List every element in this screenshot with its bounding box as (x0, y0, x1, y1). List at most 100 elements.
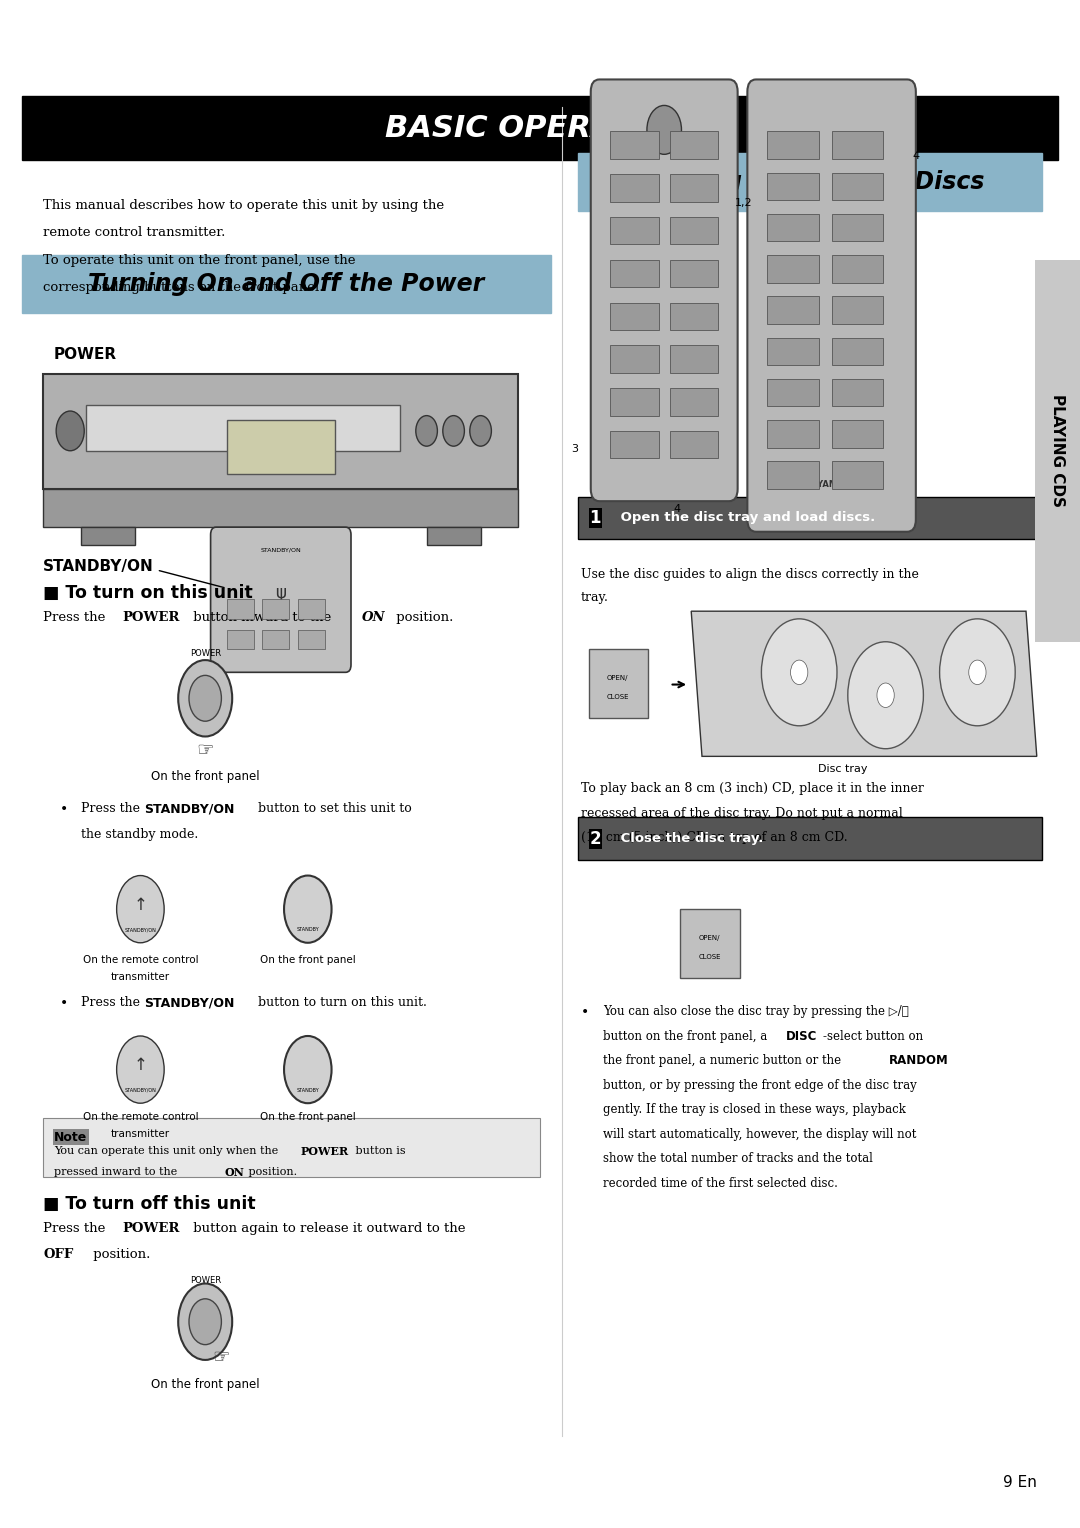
Bar (832, 296, 883, 324)
Text: ψ: ψ (661, 125, 667, 134)
Text: BASIC OPERATION: BASIC OPERATION (384, 115, 696, 142)
Bar (298, 630, 325, 649)
Text: Open the disc tray and load discs.: Open the disc tray and load discs. (616, 512, 875, 524)
Circle shape (117, 876, 164, 943)
Text: tray.: tray. (581, 591, 609, 605)
FancyBboxPatch shape (591, 79, 738, 501)
Text: CLOSE: CLOSE (607, 694, 629, 700)
Bar (610, 131, 659, 159)
Bar (767, 379, 819, 406)
Bar (767, 461, 819, 489)
Bar (670, 388, 718, 416)
Circle shape (117, 1036, 164, 1103)
Text: button to set this unit to: button to set this unit to (254, 802, 411, 816)
Text: Press the: Press the (81, 996, 144, 1010)
Text: button again to release it outward to the: button again to release it outward to th… (189, 1222, 465, 1236)
Text: ■ To turn on this unit: ■ To turn on this unit (43, 584, 253, 602)
Text: DISC: DISC (786, 1030, 818, 1044)
Text: On the front panel: On the front panel (260, 1112, 355, 1123)
Text: To operate this unit on the front panel, use the: To operate this unit on the front panel,… (43, 254, 355, 267)
Text: RANDOM: RANDOM (889, 1054, 948, 1068)
Text: POWER: POWER (190, 649, 220, 659)
Text: You can operate this unit only when the: You can operate this unit only when the (54, 1146, 282, 1157)
Text: Press the: Press the (43, 611, 110, 625)
Bar (670, 131, 718, 159)
Bar (22, 255, 551, 313)
Bar (832, 131, 883, 159)
Text: will start automatically, however, the display will not: will start automatically, however, the d… (603, 1128, 916, 1141)
Bar (298, 599, 325, 619)
Text: 1,2: 1,2 (734, 199, 752, 208)
Text: To play back an 8 cm (3 inch) CD, place it in the inner: To play back an 8 cm (3 inch) CD, place … (581, 782, 923, 796)
Text: button inward to the: button inward to the (189, 611, 336, 625)
Text: -select button on: -select button on (823, 1030, 923, 1044)
Bar (427, 527, 481, 545)
Circle shape (443, 416, 464, 446)
Circle shape (416, 416, 437, 446)
Text: Note: Note (54, 1131, 87, 1144)
Bar (832, 338, 883, 365)
Text: Disc tray: Disc tray (818, 764, 867, 775)
Text: STANDBY: STANDBY (296, 927, 320, 932)
Bar (832, 173, 883, 200)
Text: STANDBY/ON: STANDBY/ON (124, 1088, 157, 1093)
Text: recessed area of the disc tray. Do not put a normal: recessed area of the disc tray. Do not p… (581, 807, 903, 821)
Circle shape (189, 1299, 221, 1345)
Bar (43, 1118, 540, 1177)
Text: Loading and Playing Discs: Loading and Playing Discs (636, 170, 984, 194)
Text: POWER: POWER (122, 1222, 179, 1236)
Text: STANDBY/ON: STANDBY/ON (43, 559, 154, 575)
Bar (832, 461, 883, 489)
Bar (832, 420, 883, 448)
Text: Close the disc tray.: Close the disc tray. (616, 833, 762, 845)
Bar (832, 255, 883, 283)
Bar (578, 153, 1042, 211)
Text: 2: 2 (590, 830, 602, 848)
Text: ψ: ψ (275, 584, 286, 602)
Bar (670, 174, 718, 202)
Text: button on the front panel, a: button on the front panel, a (603, 1030, 771, 1044)
Circle shape (647, 105, 681, 154)
Text: PLAYING CDS: PLAYING CDS (1050, 394, 1065, 507)
Bar (43, 374, 518, 489)
Text: POWER: POWER (122, 611, 179, 625)
Circle shape (940, 619, 1015, 726)
Circle shape (877, 683, 894, 707)
Text: Label side upward: Label side upward (788, 617, 890, 628)
Text: OPEN/: OPEN/ (607, 675, 629, 681)
Bar (767, 214, 819, 241)
Bar (767, 420, 819, 448)
Text: button, or by pressing the front edge of the disc tray: button, or by pressing the front edge of… (603, 1079, 917, 1093)
Bar (227, 630, 254, 649)
Bar (670, 345, 718, 373)
Bar (610, 174, 659, 202)
Text: •: • (581, 1005, 590, 1019)
Text: STANDBY/ON: STANDBY/ON (144, 996, 234, 1010)
Bar (680, 909, 740, 978)
Text: corresponding buttons on the front panel.: corresponding buttons on the front panel… (43, 281, 324, 295)
Bar (22, 96, 1058, 160)
Text: On the front panel: On the front panel (151, 770, 259, 784)
Circle shape (178, 1284, 232, 1360)
Text: position.: position. (392, 611, 454, 625)
Text: ↑: ↑ (134, 895, 147, 914)
Bar (767, 296, 819, 324)
Text: STANDBY/ON: STANDBY/ON (124, 927, 157, 932)
Text: show the total number of tracks and the total: show the total number of tracks and the … (603, 1152, 873, 1166)
Text: the standby mode.: the standby mode. (81, 828, 199, 842)
Bar (670, 303, 718, 330)
Text: Turning On and Off the Power: Turning On and Off the Power (89, 272, 484, 296)
Bar (670, 431, 718, 458)
Bar (767, 131, 819, 159)
Bar (670, 217, 718, 244)
Bar (767, 255, 819, 283)
Text: transmitter: transmitter (111, 972, 170, 983)
Text: STANDBY/ON: STANDBY/ON (260, 547, 301, 552)
Bar (81, 527, 135, 545)
Text: ON: ON (225, 1167, 244, 1178)
Bar (43, 489, 518, 527)
Bar (227, 599, 254, 619)
Text: 4: 4 (913, 151, 920, 160)
Text: remote control transmitter.: remote control transmitter. (43, 226, 226, 240)
Circle shape (969, 660, 986, 685)
